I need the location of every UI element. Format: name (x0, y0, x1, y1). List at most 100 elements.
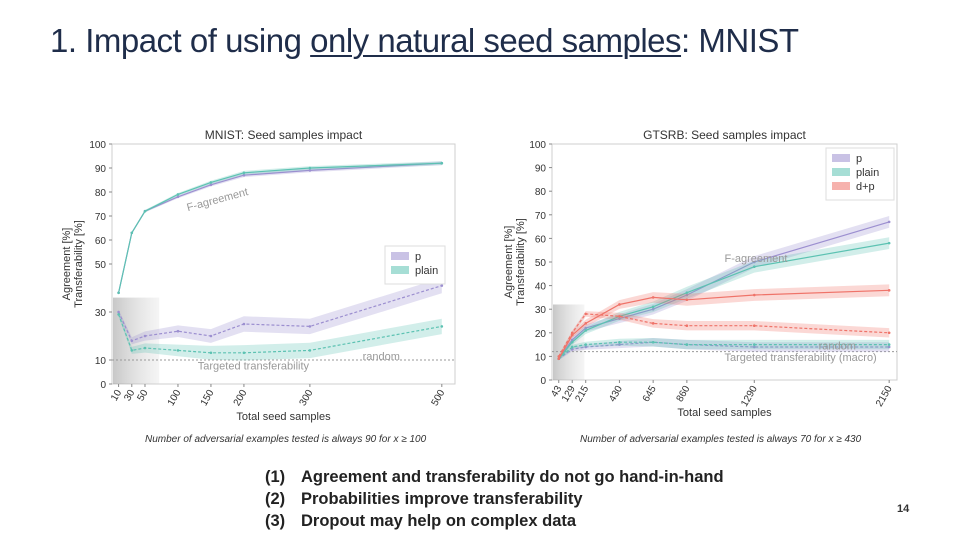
y-tick-label: 50 (535, 258, 547, 269)
band-p-transferability (118, 277, 442, 345)
point-plain-transferability (752, 343, 756, 346)
point-plain-agreement (143, 209, 147, 213)
point-plain-transferability (618, 340, 621, 344)
low-sample-region (113, 297, 160, 384)
point-p-transferability (117, 310, 120, 314)
point-plain-agreement (242, 171, 246, 175)
line-plain-transferability (558, 341, 890, 360)
x-tick-label: 1290 (739, 384, 760, 409)
point-p-transferability (584, 345, 588, 349)
band-p-agreement (558, 216, 890, 361)
line-plain-agreement (558, 242, 890, 360)
note-right: Number of adversarial examples tested is… (580, 434, 862, 445)
point-d+p-transferability (618, 314, 621, 318)
point-plain-agreement (752, 265, 756, 269)
y-tick-label: 20 (535, 329, 547, 340)
legend-label-p: p (415, 251, 421, 263)
point-p-transferability (143, 334, 147, 338)
y-tick-label: 50 (95, 260, 107, 271)
page-number: 14 (897, 503, 910, 515)
point-plain-agreement (584, 329, 588, 332)
point-plain-transferability (440, 325, 444, 328)
point-plain-transferability (143, 346, 147, 350)
legend-swatch-p (391, 252, 409, 260)
point-p-agreement (651, 307, 655, 311)
point-plain-agreement (570, 340, 574, 344)
line-p-agreement (558, 221, 890, 360)
y-tick-label: 10 (535, 352, 547, 363)
x-axis-label: Total seed samples (677, 407, 772, 419)
point-p-transferability (618, 343, 621, 346)
y-tick-label: 10 (95, 356, 107, 367)
x-tick-label: 50 (135, 388, 150, 404)
point-plain-agreement (440, 161, 444, 165)
title-suffix: : MNIST (681, 22, 799, 59)
title-prefix: 1. Impact of using (50, 22, 311, 59)
point-d+p-transferability (557, 355, 561, 358)
mnist-chart: MNIST: Seed samples impact01030506070809… (61, 128, 456, 423)
point-d+p-transferability (685, 324, 689, 328)
point-d+p-transferability (887, 331, 891, 335)
point-d+p-agreement (557, 357, 561, 361)
slide-title: 1. Impact of using only natural seed sam… (50, 22, 799, 60)
point-d+p-agreement (618, 303, 621, 306)
y-tick-label: 0 (100, 380, 106, 391)
line-p-transferability (558, 341, 890, 360)
y-tick-label: 90 (535, 164, 547, 175)
line-p-transferability (118, 285, 442, 342)
point-p-transferability (887, 345, 891, 349)
point-p-transferability (130, 339, 134, 343)
note-left: Number of adversarial examples tested is… (145, 434, 427, 445)
point-plain-transferability (685, 343, 689, 346)
point-p-agreement (618, 317, 621, 320)
point-p-transferability (242, 322, 246, 326)
point-p-agreement (242, 173, 246, 177)
y-axis-label-2: Transferability [%] (73, 220, 85, 308)
band-d+p-agreement (558, 284, 890, 361)
legend-swatch-d+p (832, 182, 850, 190)
chart-title: GTSRB: Seed samples impact (643, 128, 806, 142)
gtsrb-chart: GTSRB: Seed samples impact 0 10 20 30 40 50 60 7… (503, 128, 898, 419)
annotation-f-agreement: F-agreement (725, 253, 788, 265)
chart-title: MNIST: Seed samples impact (205, 128, 363, 142)
annotation-random: random (819, 340, 856, 352)
point-plain-transferability (176, 349, 180, 352)
point-d+p-agreement (685, 298, 689, 302)
point-plain-transferability (130, 349, 134, 352)
point-plain-agreement (209, 181, 213, 184)
legend-swatch-p (832, 154, 850, 162)
legend-swatch-plain (832, 168, 850, 176)
point-p-transferability (308, 325, 312, 328)
y-axis-label-1: Agreement [%] (503, 226, 515, 299)
point-plain-agreement (117, 291, 120, 295)
band-plain-agreement (558, 237, 890, 361)
legend-label-d+p: d+p (856, 181, 875, 193)
legend-label-plain: plain (415, 265, 438, 277)
band-plain-transferability (118, 312, 442, 361)
point-p-transferability (752, 345, 756, 349)
x-tick-label: 30 (122, 388, 137, 404)
point-plain-agreement (308, 166, 312, 170)
point-d+p-agreement (651, 296, 655, 299)
x-tick-label: 43 (549, 384, 564, 400)
x-tick-label: 2150 (874, 384, 895, 409)
point-plain-agreement (651, 305, 655, 309)
point-plain-agreement (130, 231, 134, 235)
point-plain-agreement (685, 291, 689, 294)
point-p-transferability (176, 329, 180, 333)
point-p-agreement (752, 260, 756, 264)
point-p-agreement (584, 326, 588, 330)
y-tick-label: 90 (95, 164, 107, 175)
legend-label-plain: plain (856, 167, 879, 179)
line-d+p-agreement (558, 289, 890, 360)
point-p-agreement (176, 195, 180, 199)
line-plain-agreement (118, 162, 442, 293)
point-d+p-transferability (651, 322, 655, 325)
point-p-agreement (570, 338, 574, 342)
x-tick-label: 215 (573, 384, 591, 404)
point-p-agreement (209, 183, 213, 187)
y-tick-label: 0 (540, 376, 546, 387)
title-underlined: only natural seed samples (310, 22, 682, 59)
point-plain-transferability (308, 349, 312, 352)
point-d+p-transferability (584, 312, 588, 316)
